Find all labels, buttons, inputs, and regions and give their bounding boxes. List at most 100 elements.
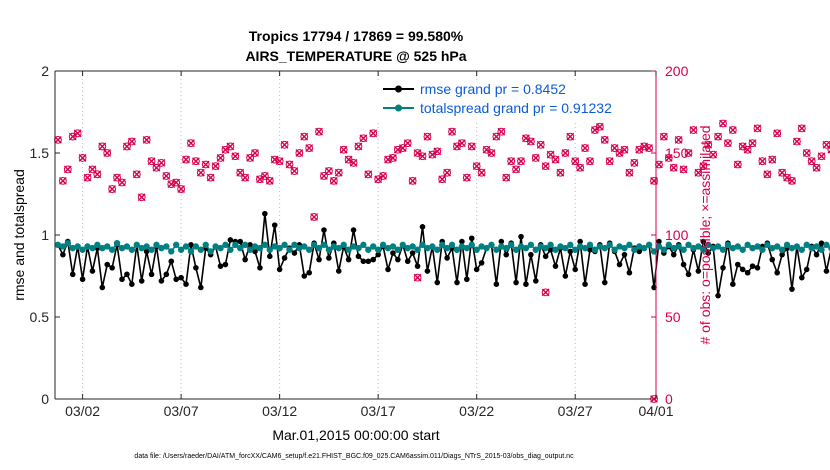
totalspread-point	[118, 244, 126, 252]
obs-assimilated-marker	[236, 168, 245, 177]
obs-assimilated-marker	[640, 142, 649, 151]
obs-assimilated-marker	[137, 193, 146, 202]
obs-assimilated-marker	[216, 154, 225, 162]
obs-count-point	[827, 145, 830, 154]
obs-assimilated-marker	[724, 139, 732, 148]
obs-possible-marker	[182, 155, 190, 164]
rmse-point	[148, 271, 155, 278]
totalspread-point	[552, 246, 559, 253]
obs-count-point	[507, 157, 516, 166]
obs-assimilated-marker	[108, 185, 117, 193]
obs-count-point	[270, 155, 279, 164]
totalspread-point	[291, 241, 298, 249]
y-left-tick-label: 2	[41, 63, 49, 79]
obs-count-point	[635, 145, 644, 154]
rmse-point	[419, 224, 426, 230]
totalspread-point	[512, 246, 520, 253]
obs-count-point	[364, 170, 373, 179]
totalspread-point	[237, 244, 244, 252]
y-right-tick-label: 50	[665, 309, 681, 325]
totalspread-point	[626, 241, 633, 249]
obs-assimilated-marker	[788, 176, 796, 185]
obs-assimilated-marker	[482, 145, 491, 154]
obs-possible-marker	[541, 162, 550, 171]
obs-possible-marker	[753, 124, 762, 133]
totalspread-point	[59, 243, 67, 250]
obs-possible-marker	[305, 144, 314, 152]
totalspread-point	[99, 244, 106, 252]
totalspread-point	[360, 241, 367, 249]
totalspread-point	[448, 241, 456, 249]
rmse-point	[734, 261, 741, 268]
totalspread-point	[660, 246, 668, 253]
obs-possible-marker	[315, 127, 323, 136]
totalspread-point	[241, 241, 249, 249]
rmse-point	[518, 233, 524, 240]
obs-possible-marker	[467, 142, 476, 151]
totalspread-point	[576, 243, 584, 250]
obs-count-point	[679, 165, 688, 174]
obs-possible-marker	[398, 144, 407, 152]
obs-count-point	[462, 173, 471, 182]
obs-count-point	[536, 140, 545, 149]
obs-assimilated-marker	[413, 273, 422, 282]
totalspread-point	[374, 246, 382, 253]
obs-count-point	[743, 145, 752, 154]
obs-assimilated-marker	[822, 140, 830, 149]
obs-possible-marker	[290, 167, 299, 175]
obs-count-point	[379, 172, 387, 180]
y-left-tick-label: 0.5	[30, 309, 50, 325]
obs-assimilated-marker	[458, 139, 466, 148]
totalspread-point	[705, 241, 712, 249]
totalspread-point	[305, 246, 313, 253]
rmse-point	[444, 255, 450, 261]
obs-assimilated-marker	[748, 139, 757, 148]
obs-count-point	[251, 149, 259, 157]
x-tick-label: 03/22	[459, 403, 494, 419]
rmse-point	[360, 258, 367, 265]
obs-possible-marker	[108, 185, 117, 193]
rmse-point	[365, 258, 372, 265]
totalspread-point	[104, 243, 111, 250]
totalspread-point	[537, 243, 544, 250]
obs-assimilated-marker	[546, 150, 555, 159]
totalspread-point	[340, 241, 347, 249]
totalspread-point	[527, 241, 535, 249]
obs-possible-marker	[546, 150, 555, 159]
obs-possible-marker	[595, 122, 604, 131]
obs-assimilated-marker	[472, 162, 481, 171]
obs-assimilated-marker	[265, 176, 274, 185]
data-file-footnote: data file: /Users/raeder/DAI/ATM_forcXX/…	[134, 453, 574, 460]
obs-count-point	[142, 135, 151, 144]
totalspread-point	[163, 243, 170, 250]
obs-count-point	[246, 154, 254, 162]
totalspread-point	[384, 244, 392, 252]
totalspread-point	[222, 241, 229, 249]
obs-possible-marker	[502, 173, 511, 182]
series-layer	[54, 119, 830, 403]
obs-assimilated-marker	[260, 172, 269, 180]
chart-title-line1: Tropics 17794 / 17869 = 99.580%	[249, 28, 464, 44]
obs-count-point	[659, 132, 668, 141]
obs-possible-marker	[280, 140, 289, 149]
totalspread-point	[793, 243, 801, 250]
obs-possible-marker	[526, 137, 535, 146]
obs-assimilated-marker	[655, 160, 663, 169]
obs-count-point	[172, 178, 181, 187]
rmse-point	[651, 284, 657, 291]
rmse-point	[503, 251, 510, 258]
obs-possible-marker	[763, 170, 772, 179]
obs-assimilated-marker	[783, 173, 791, 182]
obs-possible-marker	[699, 162, 708, 171]
totalspread-point	[453, 246, 461, 253]
obs-assimilated-marker	[113, 173, 121, 182]
rmse-point	[744, 269, 751, 276]
rmse-point	[582, 281, 588, 288]
obs-possible-marker	[379, 172, 387, 180]
obs-count-point	[187, 139, 195, 148]
obs-possible-marker	[507, 157, 516, 166]
obs-assimilated-marker	[364, 170, 373, 179]
totalspread-point	[350, 243, 357, 250]
totalspread-point	[212, 243, 219, 250]
x-tick-label: 03/12	[262, 403, 297, 419]
